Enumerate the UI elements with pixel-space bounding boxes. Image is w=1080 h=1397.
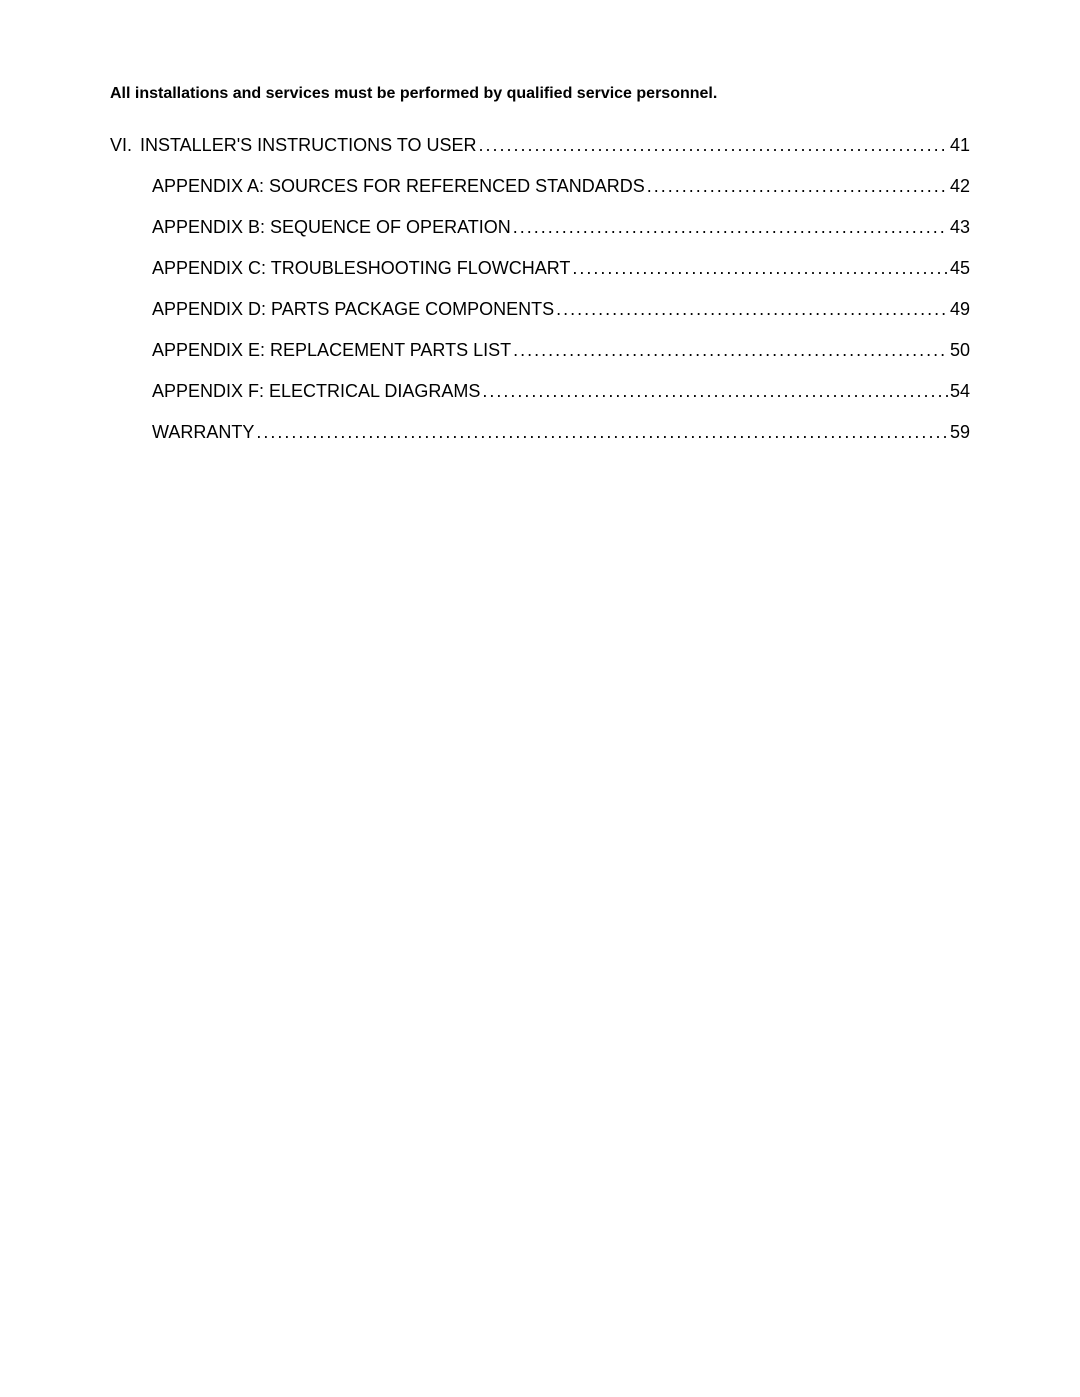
toc-sub-page: 50 — [950, 340, 970, 361]
toc-sub-page: 54 — [950, 381, 970, 402]
toc-main-item: VI. INSTALLER'S INSTRUCTIONS TO USER ...… — [110, 135, 970, 156]
toc-main-title: INSTALLER'S INSTRUCTIONS TO USER — [140, 135, 477, 156]
toc-sub-title: APPENDIX E: REPLACEMENT PARTS LIST — [152, 340, 511, 361]
toc-sub-item: APPENDIX A: SOURCES FOR REFERENCED STAND… — [152, 176, 970, 197]
toc-dots: ........................................… — [482, 381, 948, 402]
toc-sub-item: WARRANTY ...............................… — [152, 422, 970, 443]
header-notice: All installations and services must be p… — [110, 85, 970, 103]
toc-sub-page: 59 — [950, 422, 970, 443]
toc-sub-title: APPENDIX B: SEQUENCE OF OPERATION — [152, 217, 511, 238]
toc-sub-item: APPENDIX C: TROUBLESHOOTING FLOWCHART ..… — [152, 258, 970, 279]
toc-dots: ........................................… — [479, 135, 948, 156]
toc-sub-item: APPENDIX B: SEQUENCE OF OPERATION ......… — [152, 217, 970, 238]
toc-section: VI. INSTALLER'S INSTRUCTIONS TO USER ...… — [110, 135, 970, 443]
toc-sub-item: APPENDIX F: ELECTRICAL DIAGRAMS ........… — [152, 381, 970, 402]
toc-sub-item: APPENDIX D: PARTS PACKAGE COMPONENTS ...… — [152, 299, 970, 320]
toc-sub-title: APPENDIX D: PARTS PACKAGE COMPONENTS — [152, 299, 554, 320]
toc-dots: ........................................… — [556, 299, 948, 320]
toc-sub-page: 43 — [950, 217, 970, 238]
toc-dots: ........................................… — [513, 340, 948, 361]
toc-dots: ........................................… — [572, 258, 948, 279]
toc-sub-page: 42 — [950, 176, 970, 197]
toc-sub-title: WARRANTY — [152, 422, 254, 443]
toc-sub-title: APPENDIX F: ELECTRICAL DIAGRAMS — [152, 381, 480, 402]
toc-dots: ........................................… — [513, 217, 948, 238]
toc-sub-page: 45 — [950, 258, 970, 279]
toc-sub-page: 49 — [950, 299, 970, 320]
toc-dots: ........................................… — [647, 176, 948, 197]
toc-sub-item: APPENDIX E: REPLACEMENT PARTS LIST .....… — [152, 340, 970, 361]
toc-sub-title: APPENDIX C: TROUBLESHOOTING FLOWCHART — [152, 258, 570, 279]
toc-main-page: 41 — [950, 135, 970, 156]
toc-sub-items: APPENDIX A: SOURCES FOR REFERENCED STAND… — [152, 176, 970, 443]
toc-roman-numeral: VI. — [110, 135, 140, 156]
toc-dots: ........................................… — [256, 422, 948, 443]
toc-sub-title: APPENDIX A: SOURCES FOR REFERENCED STAND… — [152, 176, 645, 197]
